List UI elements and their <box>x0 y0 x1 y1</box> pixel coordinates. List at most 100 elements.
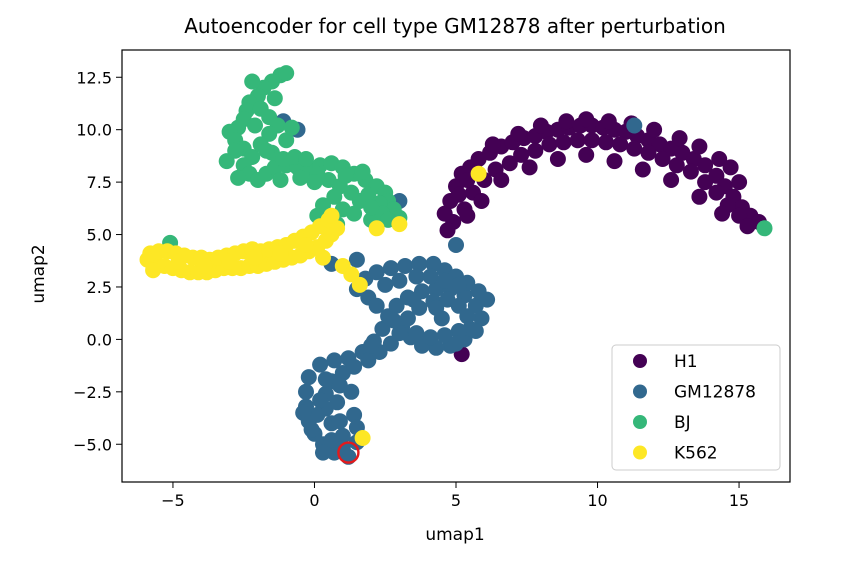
point-gm12878-7 <box>300 369 317 386</box>
point-h1-76 <box>578 146 595 163</box>
point-gm12878-38 <box>360 352 377 369</box>
point-gm12878-49 <box>450 323 467 339</box>
legend-box <box>611 344 781 471</box>
point-h1-49 <box>668 157 685 174</box>
point-gm12878-100 <box>626 117 643 134</box>
point-h1-25 <box>697 157 714 174</box>
point-h1-40 <box>541 136 558 153</box>
point-k562-52 <box>298 237 314 253</box>
point-k562-57 <box>368 220 385 237</box>
point-h1-66 <box>671 130 688 147</box>
point-gm12878-22 <box>473 310 490 327</box>
point-bj-71 <box>258 142 275 159</box>
point-gm12878-87 <box>363 337 380 354</box>
y-axis-label: umap2 <box>29 244 49 303</box>
point-h1-39 <box>527 142 544 159</box>
point-gm12878-81 <box>303 421 320 438</box>
point-gm12878-79 <box>331 413 348 430</box>
point-gm12878-94 <box>348 251 365 268</box>
point-gm12878-78 <box>309 406 326 423</box>
point-gm12878-8 <box>312 356 329 373</box>
point-bj-55 <box>266 90 283 107</box>
point-k562-47 <box>170 253 187 270</box>
point-gm12878-84 <box>315 444 331 461</box>
point-gm12878-75 <box>343 383 360 400</box>
point-bj-62 <box>306 174 323 191</box>
x-tick-label: 15 <box>729 491 749 510</box>
point-h1-73 <box>663 172 680 188</box>
point-gm12878-88 <box>385 312 402 329</box>
point-h1-74 <box>634 161 651 178</box>
y-axis-ticks: −5.0 −2.5 0.0 2.5 5.0 7.5 10.0 12.5 <box>73 68 122 454</box>
point-gm12878-37 <box>346 358 363 375</box>
point-h1-51 <box>697 174 714 191</box>
point-h1-56 <box>450 186 467 203</box>
point-bj-54 <box>278 65 295 82</box>
x-tick-label: 10 <box>587 491 607 510</box>
point-gm12878-76 <box>329 394 346 411</box>
point-k562-49 <box>221 253 238 270</box>
point-h1-42 <box>569 132 586 149</box>
point-gm12878-47 <box>459 308 476 325</box>
point-bj-70 <box>283 119 300 136</box>
y-tick-label: 10.0 <box>76 121 112 140</box>
point-h1-62 <box>578 111 595 128</box>
point-gm12878-67 <box>377 276 394 293</box>
point-k562-58 <box>391 216 408 233</box>
legend-label-bj: BJ <box>674 413 691 433</box>
point-gm12878-68 <box>391 272 408 289</box>
point-gm12878-52 <box>408 325 425 342</box>
point-bj-44 <box>360 186 377 203</box>
legend-label-h1: H1 <box>674 352 698 372</box>
point-h1-65 <box>646 121 663 138</box>
plot-points <box>139 65 773 465</box>
point-h1-80 <box>473 193 490 209</box>
point-h1-44 <box>598 134 614 151</box>
point-gm12878-15 <box>388 297 405 314</box>
point-gm12878-57 <box>411 255 428 272</box>
point-h1-63 <box>600 113 617 130</box>
point-gm12878-51 <box>422 329 439 346</box>
point-gm12878-89 <box>405 291 422 308</box>
point-h1-55 <box>739 218 756 235</box>
point-gm12878-77 <box>312 392 329 409</box>
point-gm12878-55 <box>382 260 399 277</box>
point-h1-50 <box>682 163 699 180</box>
x-tick-label: −5 <box>161 491 185 510</box>
point-gm12878-54 <box>368 264 385 281</box>
point-gm12878-71 <box>436 272 453 289</box>
point-h1-41 <box>555 134 572 151</box>
point-h1-48 <box>654 151 671 167</box>
point-gm12878-73 <box>317 371 334 388</box>
point-k562-59 <box>470 165 487 182</box>
point-h1-43 <box>583 132 600 149</box>
legend-marker-h1 <box>633 354 647 368</box>
point-gm12878-91 <box>448 335 464 352</box>
point-k562-60 <box>354 430 371 446</box>
point-h1-67 <box>691 138 708 155</box>
point-gm12878-80 <box>346 406 363 423</box>
point-h1-78 <box>521 159 538 176</box>
legend: H1 GM12878 BJ K562 <box>611 344 781 471</box>
point-k562-61 <box>323 207 340 224</box>
x-tick-label: 0 <box>309 491 319 510</box>
point-bj-61 <box>292 169 309 186</box>
point-k562-48 <box>196 258 213 274</box>
point-h1-71 <box>714 205 731 222</box>
point-gm12878-56 <box>397 258 414 274</box>
point-h1-47 <box>640 144 657 161</box>
point-h1-37 <box>501 155 518 172</box>
y-tick-label: −2.5 <box>73 383 112 402</box>
point-bj-58 <box>218 153 235 170</box>
point-gm12878-99 <box>428 299 445 316</box>
point-k562-50 <box>247 249 263 266</box>
point-h1-58 <box>484 136 501 153</box>
point-gm12878-69 <box>408 268 425 285</box>
point-h1-77 <box>549 151 566 167</box>
point-h1-45 <box>612 136 629 153</box>
point-gm12878-13 <box>374 320 391 337</box>
point-h1-38 <box>513 146 530 163</box>
point-gm12878-6 <box>298 383 314 400</box>
y-tick-label: −5.0 <box>73 435 112 454</box>
point-h1-52 <box>708 184 725 201</box>
